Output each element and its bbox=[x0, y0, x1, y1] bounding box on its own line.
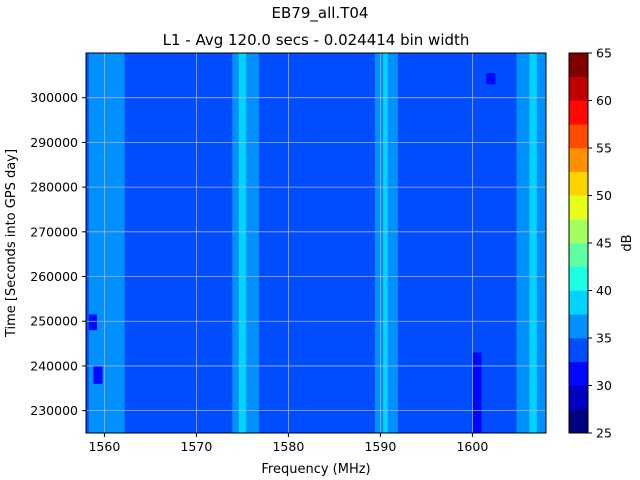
heatmap-low-patch bbox=[88, 314, 98, 331]
colorbar-segment bbox=[569, 409, 588, 434]
x-tick-label: 1590 bbox=[364, 439, 396, 454]
colorbar-segment bbox=[569, 53, 588, 78]
y-tick-label: 240000 bbox=[30, 358, 78, 373]
colorbar-segment bbox=[569, 385, 588, 410]
colorbar-label: dB bbox=[620, 234, 635, 251]
colorbar-segment bbox=[569, 290, 588, 315]
x-tick-label: 1560 bbox=[88, 439, 120, 454]
plot-area bbox=[85, 52, 547, 434]
colorbar-tick-label: 50 bbox=[596, 188, 612, 203]
colorbar-segment bbox=[569, 219, 588, 244]
plot-frame bbox=[85, 52, 547, 434]
x-axis-label: Frequency (MHz) bbox=[261, 462, 370, 477]
y-tick-label: 280000 bbox=[30, 180, 78, 195]
colorbar-tick-label: 40 bbox=[596, 283, 612, 298]
colorbar-tick-label: 45 bbox=[596, 236, 612, 251]
colorbar-segment bbox=[569, 266, 588, 291]
colorbar-segment bbox=[569, 361, 588, 386]
colorbar-segment bbox=[569, 338, 588, 363]
heatmap-low-patch bbox=[472, 352, 482, 433]
colorbar-segment bbox=[569, 124, 588, 149]
y-axis: 230000 240000 250000 260000 270000 280000 2900… bbox=[30, 90, 86, 418]
colorbar-segment bbox=[569, 148, 588, 173]
y-tick-label: 260000 bbox=[30, 269, 78, 284]
colorbar: 25 30 35 40 45 50 55 60 65 bbox=[568, 46, 612, 441]
y-tick-label: 270000 bbox=[30, 224, 78, 239]
chart-suptitle: EB79_all.T04 bbox=[272, 4, 369, 23]
y-tick-label: 250000 bbox=[30, 314, 78, 329]
heatmap-band bbox=[383, 53, 388, 433]
y-tick-label: 300000 bbox=[30, 90, 78, 105]
colorbar-segment bbox=[569, 171, 588, 196]
heatmap-low-patch bbox=[93, 365, 103, 384]
colorbar-tick-label: 60 bbox=[596, 93, 612, 108]
colorbar-tick-label: 55 bbox=[596, 141, 612, 156]
colorbar-segment bbox=[569, 195, 588, 220]
colorbar-segment bbox=[569, 314, 588, 339]
colorbar-tick-label: 25 bbox=[596, 426, 612, 441]
y-tick-label: 290000 bbox=[30, 135, 78, 150]
heatmap-low-patch bbox=[486, 73, 496, 85]
heatmap-background bbox=[86, 53, 546, 433]
colorbar-tick-label: 30 bbox=[596, 378, 612, 393]
colorbar-segment bbox=[569, 243, 588, 268]
chart-title: L1 - Avg 120.0 secs - 0.024414 bin width bbox=[163, 31, 470, 49]
x-tick-label: 1580 bbox=[272, 439, 304, 454]
colorbar-segment bbox=[569, 76, 588, 101]
y-axis-label: Time [Seconds into GPS day] bbox=[4, 149, 19, 338]
heatmap-band bbox=[238, 53, 247, 433]
x-tick-label: 1600 bbox=[456, 439, 488, 454]
x-axis: 1560 1570 1580 1590 1600 bbox=[88, 433, 488, 454]
colorbar-tick-label: 35 bbox=[596, 331, 612, 346]
y-tick-label: 230000 bbox=[30, 403, 78, 418]
x-tick-label: 1570 bbox=[180, 439, 212, 454]
heatmap-band bbox=[529, 53, 537, 433]
colorbar-tick-label: 65 bbox=[596, 46, 612, 61]
colorbar-segment bbox=[569, 100, 588, 125]
